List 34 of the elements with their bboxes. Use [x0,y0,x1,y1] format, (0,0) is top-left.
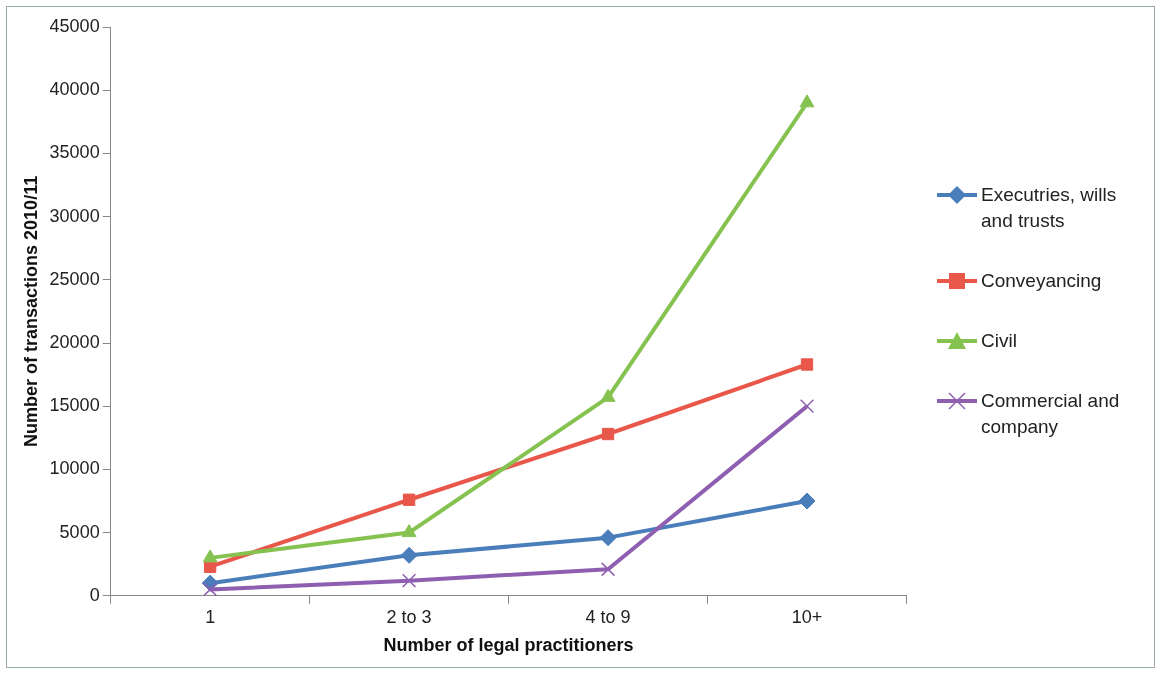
point [798,492,816,510]
legend-label: Civil [981,329,1017,353]
legend-label: Conveyancing [981,269,1102,293]
point [600,562,616,577]
point [202,549,218,563]
y-tick-label: 10000 [49,458,100,479]
point [401,524,417,538]
point [800,358,814,371]
y-tick-label: 40000 [49,79,100,100]
x-tick-label: 2 to 3 [386,606,432,627]
point [799,399,815,414]
point [203,582,218,596]
point [400,546,418,564]
point [601,427,615,441]
y-tick-label: 30000 [49,205,100,226]
y-tick-label: 15000 [49,395,100,416]
y-tick-label: 25000 [49,268,100,289]
x-tick-label: 4 to 9 [585,606,631,627]
x-tick-label: 1 [205,606,216,627]
y-tick-label: 45000 [49,15,100,36]
point [401,573,417,588]
y-axis-title: Number of transactions 2010/11 [20,175,41,447]
y-tick-label: 5000 [59,521,100,542]
x-tick-label: 10+ [791,606,823,627]
legend-label: Commercial and company [981,389,1121,439]
point [599,529,617,547]
point [799,94,815,108]
y-tick-label: 0 [89,584,100,605]
y-tick-label: 20000 [49,331,100,352]
y-tick-label: 35000 [49,142,100,163]
point [402,493,416,506]
legend-label: Executries, wills and trusts [981,183,1118,233]
x-axis-title: Number of legal practitioners [383,635,634,656]
point [600,388,616,402]
